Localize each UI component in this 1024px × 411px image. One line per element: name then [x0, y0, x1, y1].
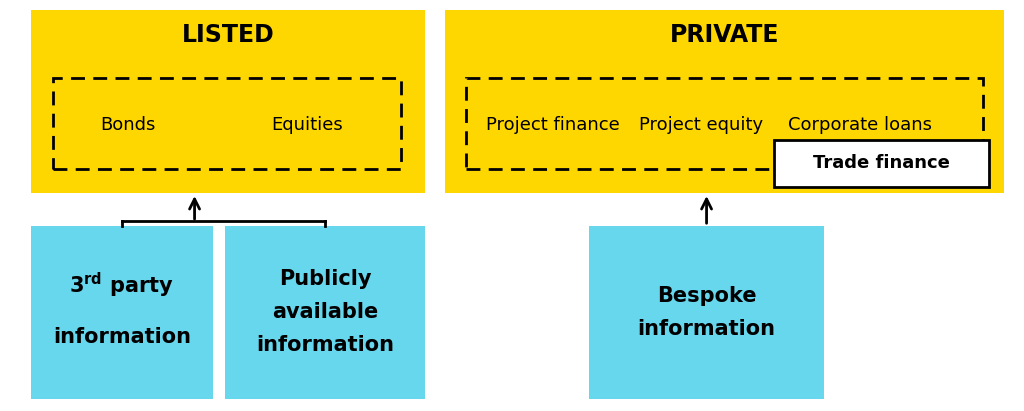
Text: Project finance: Project finance — [486, 116, 620, 134]
FancyBboxPatch shape — [225, 226, 425, 399]
Text: Corporate loans: Corporate loans — [788, 116, 932, 134]
Text: PRIVATE: PRIVATE — [670, 23, 779, 47]
Text: available: available — [272, 302, 378, 322]
FancyBboxPatch shape — [774, 140, 989, 187]
Text: Publicly: Publicly — [279, 270, 372, 289]
Text: LISTED: LISTED — [181, 23, 274, 47]
Text: Trade finance: Trade finance — [813, 155, 950, 172]
FancyBboxPatch shape — [53, 78, 401, 169]
FancyBboxPatch shape — [445, 10, 1004, 193]
FancyBboxPatch shape — [31, 10, 425, 193]
Text: information: information — [53, 327, 190, 347]
Text: 3$^\mathregular{rd}$ party: 3$^\mathregular{rd}$ party — [70, 271, 174, 300]
Text: Project equity: Project equity — [639, 116, 764, 134]
Text: Bespoke: Bespoke — [656, 286, 757, 306]
Text: Bonds: Bonds — [100, 116, 156, 134]
Text: information: information — [638, 319, 775, 339]
Text: information: information — [256, 335, 394, 355]
FancyBboxPatch shape — [589, 226, 824, 399]
FancyBboxPatch shape — [31, 226, 213, 399]
FancyBboxPatch shape — [466, 78, 983, 169]
Text: Equities: Equities — [271, 116, 343, 134]
